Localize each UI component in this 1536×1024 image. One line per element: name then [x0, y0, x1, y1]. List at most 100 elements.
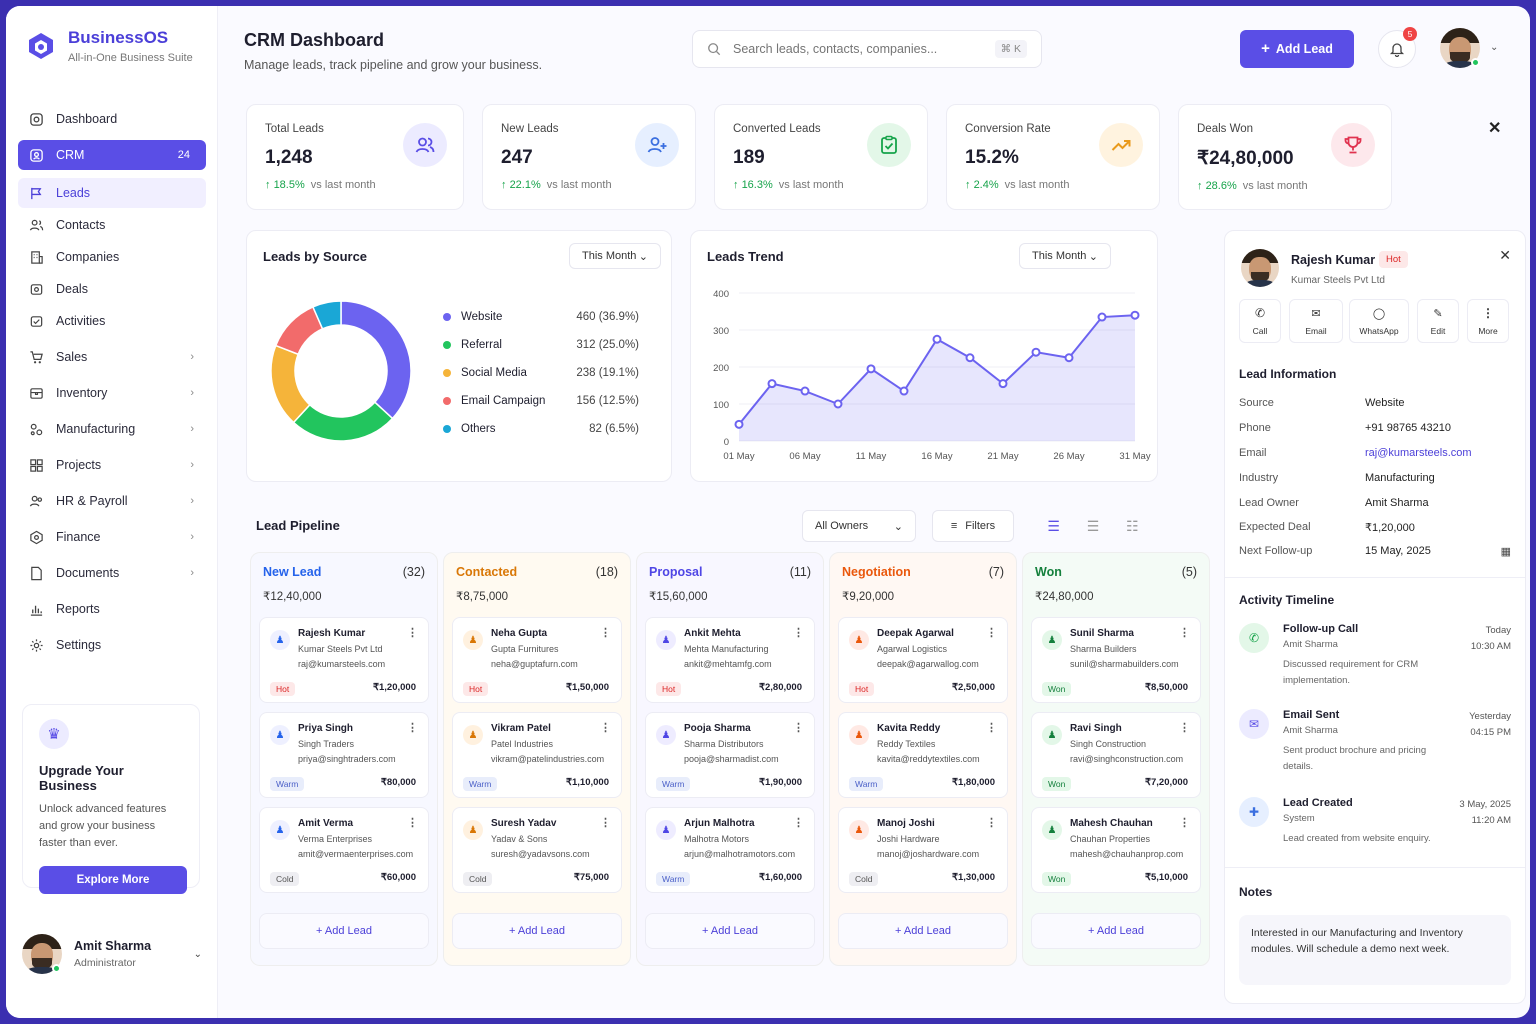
sidebar-item-crm[interactable]: CRM 24: [18, 140, 206, 170]
data-point[interactable]: [1097, 312, 1107, 322]
board-view-icon[interactable]: ☰: [1047, 517, 1060, 534]
more-vertical-icon[interactable]: ⋮: [1179, 817, 1190, 829]
data-point[interactable]: [998, 379, 1008, 389]
pie-slice-referral[interactable]: [292, 401, 394, 442]
more-vertical-icon[interactable]: ⋮: [600, 722, 611, 734]
sidebar-item-manufacturing[interactable]: Manufacturing ›: [18, 414, 206, 444]
owners-dropdown[interactable]: All Owners ⌄: [802, 510, 916, 542]
data-point[interactable]: [1130, 310, 1140, 320]
calendar-icon[interactable]: ▦: [1500, 546, 1511, 558]
add-lead-button[interactable]: + Add Lead: [452, 913, 622, 949]
data-point[interactable]: [1031, 347, 1041, 357]
explore-more-button[interactable]: Explore More: [39, 866, 187, 894]
column-count: (18): [595, 565, 618, 579]
sidebar-item-finance[interactable]: Finance ›: [18, 522, 206, 552]
table-view-icon[interactable]: ☷: [1126, 517, 1139, 534]
close-icon[interactable]: ✕: [1499, 247, 1511, 263]
chevron-down-icon[interactable]: ⌄: [1490, 42, 1499, 53]
sidebar-item-companies[interactable]: Companies: [18, 242, 206, 272]
more-vertical-icon[interactable]: ⋮: [1179, 722, 1190, 734]
email-button[interactable]: ✉ Email: [1289, 299, 1343, 343]
sidebar-item-inventory[interactable]: Inventory ›: [18, 378, 206, 408]
close-icon[interactable]: ✕: [1488, 120, 1502, 137]
sidebar-item-documents[interactable]: Documents ›: [18, 558, 206, 588]
lead-card[interactable]: ♟ Priya Singh Singh Traders priya@singhtrad…: [259, 712, 429, 798]
data-point[interactable]: [899, 386, 909, 396]
lead-card[interactable]: ♟ Arjun Malhotra Malhotra Motors arjun@malh…: [645, 807, 815, 893]
more-vertical-icon[interactable]: ⋮: [793, 627, 804, 639]
lead-card[interactable]: ♟ Deepak Agarwal Agarwal Logistics deepak@a…: [838, 617, 1008, 703]
more-vertical-icon[interactable]: ⋮: [600, 817, 611, 829]
lead-card[interactable]: ♟ Manoj Joshi Joshi Hardware manoj@joshardw…: [838, 807, 1008, 893]
sidebar-item-dashboard[interactable]: Dashboard: [18, 104, 206, 134]
data-point[interactable]: [1064, 353, 1074, 363]
lead-card[interactable]: ♟ Rajesh Kumar Kumar Steels Pvt Ltd raj@kum…: [259, 617, 429, 703]
sidebar-item-activities[interactable]: Activities: [18, 306, 206, 336]
lead-card[interactable]: ♟ Ravi Singh Singh Construction ravi@singhc…: [1031, 712, 1201, 798]
sidebar-item-deals[interactable]: Deals: [18, 274, 206, 304]
sidebar-item-reports[interactable]: Reports: [18, 594, 206, 624]
lead-card[interactable]: ♟ Suresh Yadav Yadav & Sons suresh@yadavson…: [452, 807, 622, 893]
pie-slice-website[interactable]: [340, 300, 412, 420]
lead-card[interactable]: ♟ Vikram Patel Patel Industries vikram@pate…: [452, 712, 622, 798]
lead-card[interactable]: ♟ Mahesh Chauhan Chauhan Properties mahesh@…: [1031, 807, 1201, 893]
lead-card[interactable]: ♟ Ankit Mehta Mehta Manufacturing ankit@meh…: [645, 617, 815, 703]
search-box[interactable]: ⌘ K: [692, 30, 1042, 68]
lead-card[interactable]: ♟ Neha Gupta Gupta Furnitures neha@guptafur…: [452, 617, 622, 703]
period-dropdown[interactable]: This Month ⌄: [1019, 243, 1111, 269]
data-point[interactable]: [833, 399, 843, 409]
data-point[interactable]: [734, 419, 744, 429]
add-lead-button[interactable]: + Add Lead: [1031, 913, 1201, 949]
more-vertical-icon[interactable]: ⋮: [407, 627, 418, 639]
notifications-button[interactable]: 5: [1378, 27, 1417, 68]
chevron-down-icon[interactable]: ⌄: [193, 948, 202, 960]
sidebar-item-label: Contacts: [56, 218, 106, 232]
lead-card[interactable]: ♟ Sunil Sharma Sharma Builders sunil@sharma…: [1031, 617, 1201, 703]
pipeline-column: New Lead (32) ₹12,40,000 ♟ Rajesh Kumar Kumar…: [250, 552, 438, 966]
brand-logo[interactable]: BusinessOS All-in-One Business Suite: [26, 28, 193, 64]
add-lead-button[interactable]: + Add Lead: [838, 913, 1008, 949]
more-vertical-icon[interactable]: ⋮: [793, 722, 804, 734]
call-button[interactable]: ✆ Call: [1239, 299, 1281, 343]
data-point[interactable]: [866, 364, 876, 374]
more-vertical-icon[interactable]: ⋮: [986, 627, 997, 639]
filters-button[interactable]: ≡ Filters: [932, 510, 1014, 542]
add-lead-button[interactable]: + Add Lead: [1240, 30, 1354, 68]
sidebar-item-hr-payroll[interactable]: HR & Payroll ›: [18, 486, 206, 516]
notes-text[interactable]: Interested in our Manufacturing and Inve…: [1239, 915, 1511, 985]
data-point[interactable]: [965, 353, 975, 363]
data-point[interactable]: [932, 334, 942, 344]
cogs-icon: [28, 421, 44, 437]
sidebar-item-settings[interactable]: Settings: [18, 630, 206, 660]
search-input[interactable]: [733, 42, 983, 56]
data-point[interactable]: [800, 386, 810, 396]
list-view-icon[interactable]: ☰: [1086, 517, 1100, 534]
more-vertical-icon[interactable]: ⋮: [986, 817, 997, 829]
user-icon: ♟: [849, 820, 869, 840]
more-button[interactable]: ⋮ More: [1467, 299, 1509, 343]
more-vertical-icon[interactable]: ⋮: [407, 817, 418, 829]
sidebar-item-projects[interactable]: Projects ›: [18, 450, 206, 480]
sidebar-item-leads[interactable]: Leads: [18, 178, 206, 208]
more-vertical-icon[interactable]: ⋮: [793, 817, 804, 829]
legend-item: Others 82 (6.5%): [443, 415, 639, 443]
data-point[interactable]: [767, 379, 777, 389]
lead-card[interactable]: ♟ Pooja Sharma Sharma Distributors pooja@sh…: [645, 712, 815, 798]
add-lead-button[interactable]: + Add Lead: [259, 913, 429, 949]
add-lead-button[interactable]: + Add Lead: [645, 913, 815, 949]
more-vertical-icon[interactable]: ⋮: [407, 722, 418, 734]
edit-button[interactable]: ✎ Edit: [1417, 299, 1459, 343]
more-vertical-icon[interactable]: ⋮: [600, 627, 611, 639]
user-menu[interactable]: Amit Sharma Administrator ⌄: [22, 934, 202, 974]
pie-slice-others[interactable]: [311, 300, 342, 330]
lead-card[interactable]: ♟ Kavita Reddy Reddy Textiles kavita@reddyt…: [838, 712, 1008, 798]
sidebar-item-sales[interactable]: Sales ›: [18, 342, 206, 372]
email-link[interactable]: raj@kumarsteels.com: [1365, 447, 1472, 459]
more-vertical-icon[interactable]: ⋮: [1179, 627, 1190, 639]
pie-slice-social-media[interactable]: [270, 344, 311, 424]
sidebar-item-contacts[interactable]: Contacts: [18, 210, 206, 240]
period-dropdown[interactable]: This Month ⌄: [569, 243, 661, 269]
more-vertical-icon[interactable]: ⋮: [986, 722, 997, 734]
whatsapp-button[interactable]: ◯ WhatsApp: [1349, 299, 1409, 343]
lead-card[interactable]: ♟ Amit Verma Verma Enterprises amit@vermaen…: [259, 807, 429, 893]
